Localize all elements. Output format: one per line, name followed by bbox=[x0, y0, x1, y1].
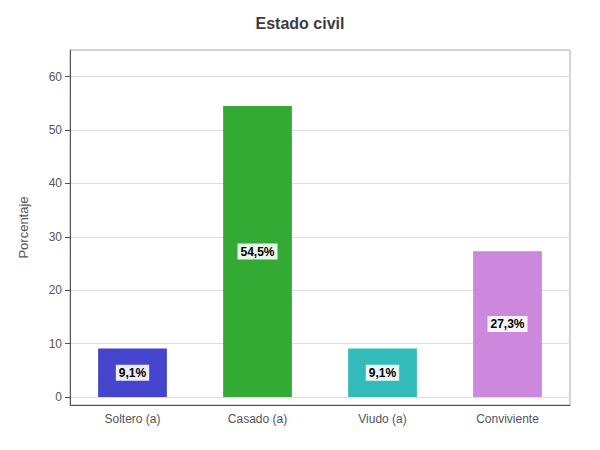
svg-text:10: 10 bbox=[49, 337, 63, 351]
svg-text:0: 0 bbox=[55, 390, 62, 404]
svg-text:60: 60 bbox=[49, 70, 63, 84]
svg-text:20: 20 bbox=[49, 283, 63, 297]
svg-text:40: 40 bbox=[49, 176, 63, 190]
svg-text:Conviviente: Conviviente bbox=[476, 412, 539, 426]
svg-text:30: 30 bbox=[49, 230, 63, 244]
svg-text:Soltero (a): Soltero (a) bbox=[104, 412, 160, 426]
svg-text:9,1%: 9,1% bbox=[369, 366, 397, 380]
svg-text:50: 50 bbox=[49, 123, 63, 137]
svg-text:54,5%: 54,5% bbox=[240, 245, 274, 259]
svg-text:9,1%: 9,1% bbox=[119, 366, 147, 380]
svg-text:Casado (a): Casado (a) bbox=[228, 412, 287, 426]
svg-text:Viudo (a): Viudo (a) bbox=[358, 412, 406, 426]
svg-text:Porcentaje: Porcentaje bbox=[16, 196, 31, 258]
svg-text:27,3%: 27,3% bbox=[490, 317, 524, 331]
svg-text:Estado civil: Estado civil bbox=[256, 15, 345, 32]
